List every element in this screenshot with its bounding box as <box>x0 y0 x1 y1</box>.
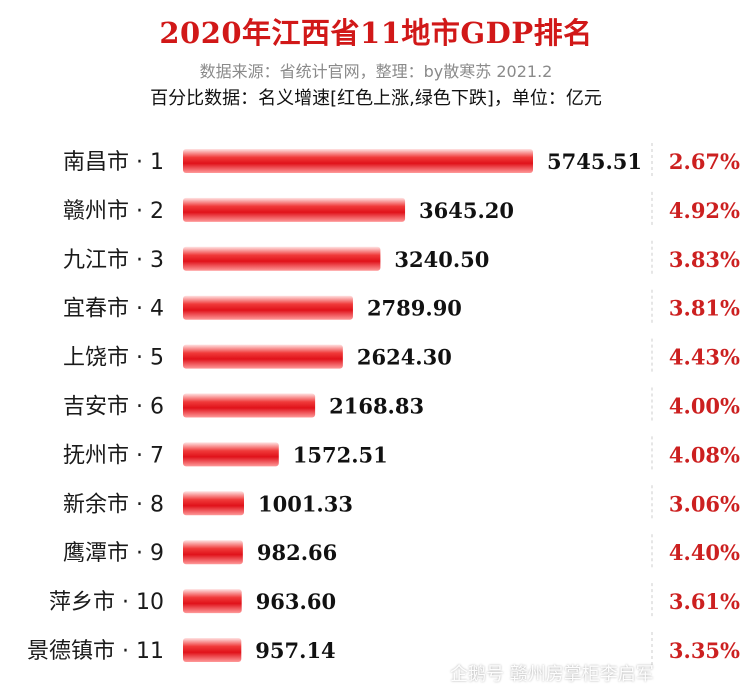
value-label: 1001.33 <box>258 491 353 516</box>
growth-label: 3.61% <box>669 589 740 614</box>
category-label: 赣州市 · 2 <box>63 199 164 224</box>
gdp-bar <box>183 344 343 369</box>
growth-label: 3.81% <box>669 296 740 321</box>
growth-label: 3.83% <box>669 247 740 272</box>
value-label: 982.66 <box>257 540 337 565</box>
watermark-text: 企鹅号 赣州房掌柜李启军 <box>450 664 654 685</box>
gdp-bar <box>183 149 533 173</box>
gdp-bar <box>183 540 243 565</box>
growth-label: 3.35% <box>669 638 740 663</box>
value-label: 3645.20 <box>419 198 514 223</box>
category-label: 鹰潭市 · 9 <box>63 541 164 566</box>
gdp-bar <box>183 491 244 516</box>
growth-label: 4.43% <box>669 345 740 370</box>
growth-label: 4.00% <box>669 394 740 419</box>
growth-label: 2.67% <box>669 149 740 174</box>
value-label: 1572.51 <box>293 442 388 467</box>
gdp-bar <box>183 197 406 222</box>
category-label: 抚州市 · 7 <box>63 443 164 468</box>
growth-label: 4.92% <box>669 198 740 223</box>
category-label: 新余市 · 8 <box>63 492 164 517</box>
gdp-bar <box>183 442 279 467</box>
gdp-bar <box>183 393 316 418</box>
value-label: 3240.50 <box>394 247 489 272</box>
category-label: 萍乡市 · 10 <box>49 590 164 615</box>
category-label: 南昌市 · 1 <box>63 150 164 175</box>
growth-label: 4.08% <box>669 442 740 467</box>
value-label: 2624.30 <box>357 345 452 370</box>
category-label: 吉安市 · 6 <box>63 395 164 420</box>
category-label: 宜春市 · 4 <box>63 297 164 322</box>
chart-title: 2020年江西省11地市GDP排名 <box>159 16 593 50</box>
gdp-bar <box>183 589 242 614</box>
gdp-bar <box>183 295 353 320</box>
value-label: 963.60 <box>256 589 336 614</box>
category-label: 上饶市 · 5 <box>63 346 164 371</box>
value-label: 2168.83 <box>329 394 424 419</box>
value-label: 5745.51 <box>547 149 642 174</box>
value-label: 2789.90 <box>367 296 462 321</box>
gdp-bar <box>183 246 381 271</box>
growth-label: 3.06% <box>669 491 740 516</box>
chart-source: 数据来源：省统计官网，整理：by散寒苏 2021.2 <box>199 62 553 81</box>
category-label: 景德镇市 · 11 <box>27 639 164 664</box>
value-label: 957.14 <box>255 638 335 663</box>
chart-subtitle: 百分比数据：名义增速[红色上涨,绿色下跌]，单位：亿元 <box>150 88 602 109</box>
gdp-bar <box>183 638 242 662</box>
category-label: 九江市 · 3 <box>63 248 164 273</box>
growth-label: 4.40% <box>669 540 740 565</box>
